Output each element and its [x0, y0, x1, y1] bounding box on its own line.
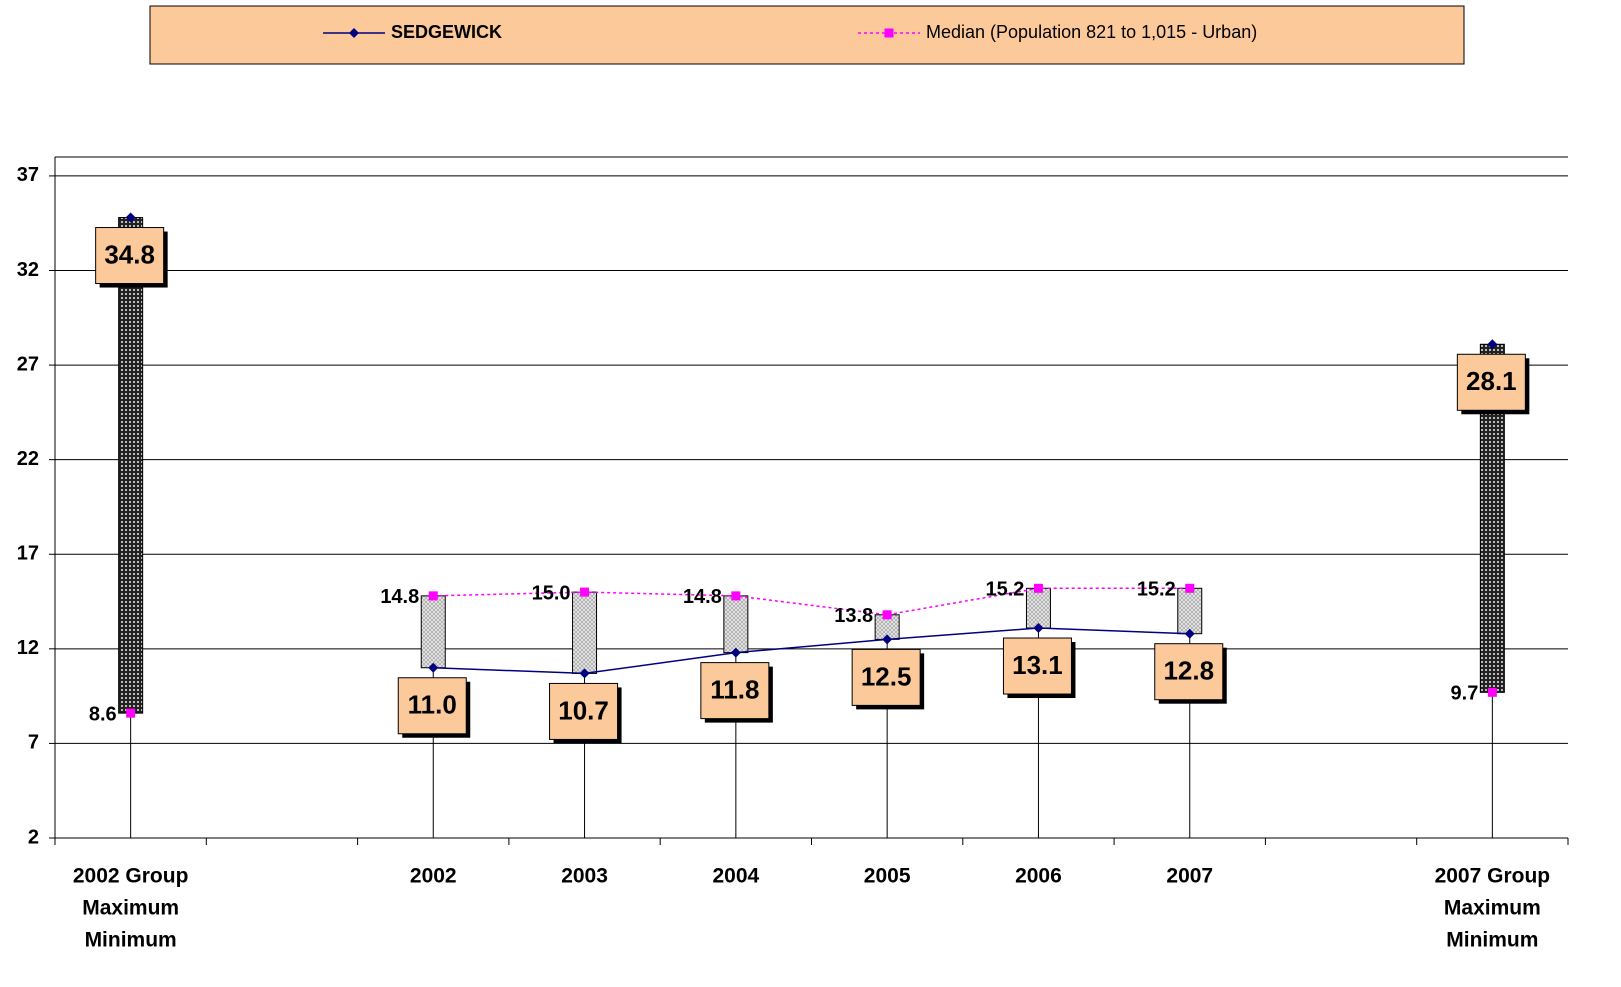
marker: [882, 610, 892, 620]
label-box: [1154, 643, 1224, 701]
x-tick-label: 2003: [561, 865, 608, 888]
hilo-bar: [1177, 587, 1203, 635]
y-tick-label: 32: [17, 259, 39, 281]
hilo-bar: [118, 217, 144, 714]
hilo-bar: [420, 595, 446, 669]
data-label: 11.0: [408, 690, 457, 720]
data-label: 15.2: [986, 579, 1025, 601]
data-label: 13.1: [1012, 650, 1063, 680]
x-tick-label: Minimum: [85, 929, 177, 952]
x-tick-label: Maximum: [1444, 897, 1541, 920]
marker: [731, 591, 741, 601]
x-tick-label: 2002 Group: [73, 865, 189, 888]
label-box: [549, 682, 619, 740]
marker: [428, 591, 438, 601]
label-box: [851, 648, 921, 706]
label-box: [397, 677, 467, 735]
legend-marker: [884, 28, 894, 38]
legend-label: SEDGEWICK: [391, 22, 502, 42]
data-label: 15.2: [1137, 579, 1176, 601]
marker: [1033, 583, 1043, 593]
label-box: [1456, 353, 1526, 411]
marker: [1487, 339, 1498, 350]
data-label: 15.0: [532, 582, 571, 604]
x-tick-label: Minimum: [1446, 929, 1538, 952]
x-tick-label: 2007 Group: [1435, 865, 1551, 888]
data-label: 10.7: [558, 695, 609, 725]
data-label: 12.5: [861, 661, 912, 691]
hilo-bar: [1025, 587, 1051, 629]
y-tick-label: 7: [28, 732, 39, 754]
y-tick-label: 37: [17, 164, 39, 186]
data-label: 14.8: [380, 586, 419, 608]
y-tick-label: 12: [17, 637, 39, 659]
marker: [1185, 583, 1195, 593]
data-label: 9.7: [1451, 683, 1479, 705]
hilo-bar: [572, 591, 598, 674]
label-box: [1002, 637, 1072, 695]
y-tick-label: 17: [17, 543, 39, 565]
data-label: 28.1: [1466, 366, 1517, 396]
data-label: 8.6: [89, 703, 117, 725]
x-tick-label: 2006: [1015, 865, 1062, 888]
hilo-bar: [723, 595, 749, 654]
x-tick-label: 2005: [864, 865, 911, 888]
marker: [1033, 623, 1044, 634]
y-tick-label: 22: [17, 448, 39, 470]
y-tick-label: 2: [28, 826, 39, 848]
y-tick-label: 27: [17, 353, 39, 375]
data-label: 12.8: [1163, 656, 1214, 686]
marker: [580, 587, 590, 597]
legend-box: [149, 5, 1465, 65]
series-line: [433, 627, 1190, 675]
label-box: [700, 662, 770, 720]
data-label: 34.8: [104, 239, 155, 269]
x-tick-label: 2004: [712, 865, 759, 888]
marker: [125, 212, 136, 223]
data-label: 11.8: [710, 674, 759, 704]
data-label: 14.8: [683, 586, 722, 608]
legend-marker: [349, 28, 359, 38]
x-tick-label: 2002: [410, 865, 457, 888]
marker: [1184, 628, 1195, 639]
x-tick-label: Maximum: [82, 897, 179, 920]
series-line: [433, 587, 1190, 616]
marker: [882, 634, 893, 645]
data-label: 13.8: [834, 605, 873, 627]
label-box: [95, 227, 165, 285]
marker: [126, 708, 136, 718]
legend-label: Median (Population 821 to 1,015 - Urban): [926, 22, 1257, 42]
marker: [428, 662, 439, 673]
marker: [730, 647, 741, 658]
marker: [1487, 687, 1497, 697]
x-tick-label: 2007: [1166, 865, 1213, 888]
marker: [579, 668, 590, 679]
